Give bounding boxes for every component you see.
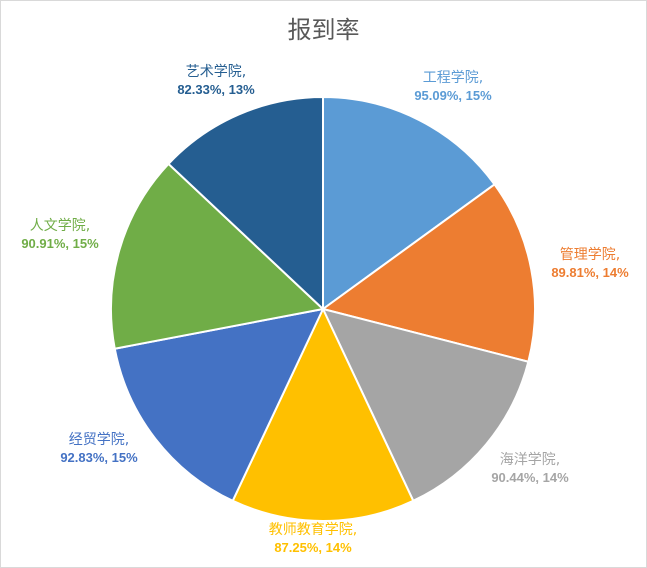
slice-label-value: 82.33%, 13% — [177, 82, 255, 97]
pie-slice — [110, 162, 326, 350]
slice-label: 经贸学院, 92.83%, 15% — [60, 432, 137, 466]
slice-label: 海洋学院, 90.44%, 14% — [491, 452, 568, 486]
slice-label: 管理学院, 89.81%, 14% — [551, 247, 628, 281]
pie-slice — [322, 95, 496, 311]
pie-slice — [167, 95, 324, 312]
pie-slice — [113, 307, 325, 503]
slice-label: 艺术学院, 82.33%, 13% — [177, 64, 254, 98]
slice-label-name: 艺术学院, — [185, 64, 247, 80]
slice-label: 工程学院, 95.09%, 15% — [414, 70, 491, 104]
slice-label-value: 89.81%, 14% — [551, 265, 629, 280]
slice-label-name: 海洋学院, — [499, 452, 561, 468]
slice-label-value: 87.25%, 14% — [274, 540, 352, 555]
slice-label-name: 教师教育学院, — [268, 522, 358, 538]
slice-label-name: 人文学院, — [29, 218, 91, 234]
chart-title: 报到率 — [287, 16, 360, 44]
slice-label-value: 90.44%, 14% — [491, 470, 569, 485]
pie-slice — [320, 182, 536, 363]
slice-label-value: 92.83%, 15% — [60, 450, 138, 465]
pie-slice — [231, 306, 415, 522]
slice-label: 教师教育学院, 87.25%, 14% — [269, 522, 357, 556]
slice-label-name: 工程学院, — [422, 70, 484, 86]
pie-slice — [321, 307, 530, 503]
slice-label: 人文学院, 90.91%, 15% — [21, 218, 98, 252]
slice-label-value: 95.09%, 15% — [414, 88, 492, 103]
slice-label-name: 经贸学院, — [68, 432, 130, 448]
slice-label-name: 管理学院, — [559, 247, 621, 263]
slice-label-value: 90.91%, 15% — [21, 236, 99, 251]
